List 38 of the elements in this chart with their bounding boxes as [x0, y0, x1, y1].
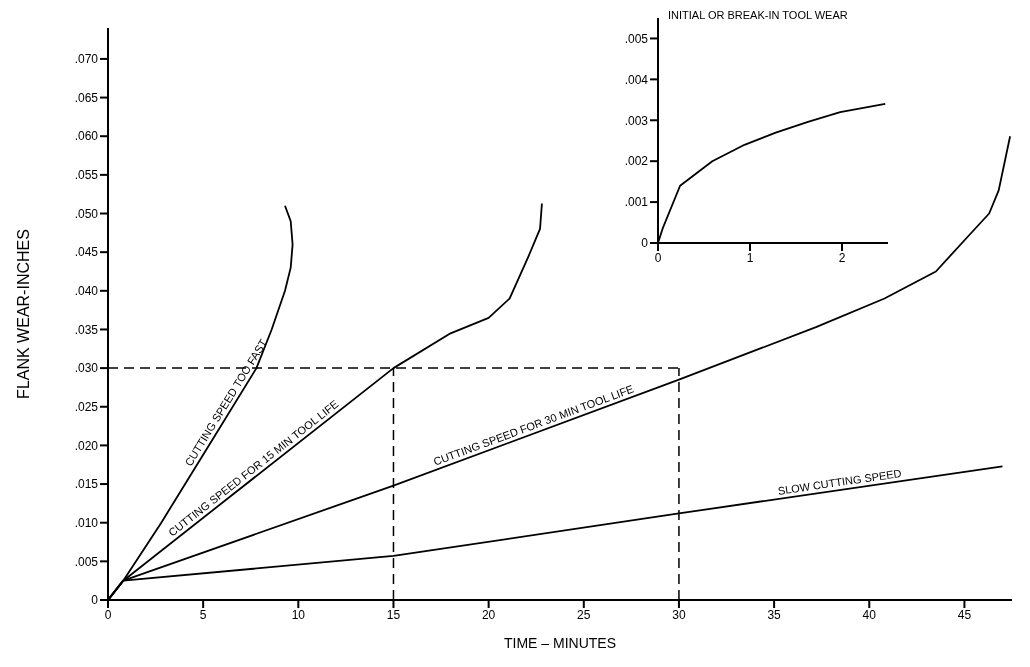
x-tick-label: 15	[386, 607, 401, 622]
y-tick-label: .020	[74, 438, 99, 453]
x-tick-label: 30	[672, 607, 686, 622]
y-tick-label: .070	[74, 52, 99, 67]
y-tick-label: .045	[74, 245, 99, 260]
y-tick-label: .040	[74, 284, 99, 299]
y-tick-label: .001	[624, 195, 649, 210]
y-tick-label: .015	[74, 477, 99, 492]
x-axis-title: TIME – MINUTES	[503, 635, 617, 651]
y-tick-label: .035	[74, 322, 99, 337]
y-tick-label: .030	[74, 361, 99, 376]
x-tick-label: 35	[767, 607, 782, 622]
y-tick-label: .055	[74, 168, 99, 183]
x-tick-label: 1	[746, 250, 754, 265]
x-tick-label: 25	[577, 607, 591, 622]
x-tick-label: 45	[957, 607, 972, 622]
text: SLOW CUTTING SPEED	[777, 467, 903, 497]
x-tick-label: 0	[104, 607, 112, 622]
y-tick-label: .005	[74, 554, 99, 569]
x-tick-label: 10	[291, 607, 306, 622]
chart-title: INITIAL OR BREAK-IN TOOL WEAR	[668, 8, 848, 22]
y-tick-label: .060	[74, 129, 99, 144]
x-tick-label: 2	[838, 250, 846, 265]
y-tick-label: .010	[74, 515, 99, 530]
x-tick-label: 5	[199, 607, 207, 622]
y-tick-label: .050	[74, 206, 99, 221]
y-tick-label: 0	[91, 593, 99, 608]
y-tick-label: .002	[624, 154, 649, 169]
y-tick-label: .003	[624, 113, 649, 128]
y-tick-label: .005	[624, 31, 649, 46]
y-tick-label: .065	[74, 90, 99, 105]
y-tick-label: .004	[624, 72, 649, 87]
y-axis-title: FLANK WEAR-INCHES	[14, 229, 32, 399]
y-tick-label: 0	[641, 236, 649, 251]
y-tick-label: .025	[74, 400, 99, 415]
x-tick-label: 0	[654, 250, 662, 265]
x-tick-label: 40	[862, 607, 877, 622]
x-tick-label: 20	[481, 607, 496, 622]
